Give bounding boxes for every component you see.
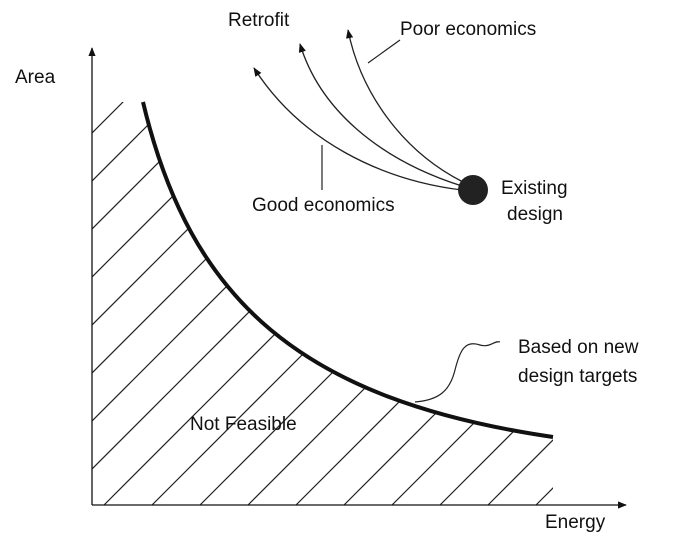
x-axis-label: Energy (545, 512, 606, 533)
hatch-line (92, 102, 429, 505)
hatch-line (92, 102, 381, 505)
label-targets: Based on new (518, 337, 639, 358)
hatch-line (151, 102, 553, 505)
hatch-line (103, 102, 525, 505)
hatch-line (92, 102, 189, 505)
hatch-line (391, 102, 553, 505)
hatch-line (632, 85, 673, 505)
hatch-line (92, 102, 285, 505)
label-good: Good economics (252, 195, 395, 216)
arrow-retrofit (298, 43, 463, 187)
arrow-poor (346, 29, 464, 183)
leader-targets (414, 341, 501, 403)
hatch-line (295, 102, 553, 505)
leader-poor (367, 39, 401, 64)
hatch-line (535, 102, 553, 505)
hatch-line (92, 102, 237, 505)
hatch-line (92, 102, 333, 505)
feasibility-curve (141, 101, 554, 439)
hatch-line (92, 102, 93, 505)
hatch-line (487, 102, 553, 505)
label-poor: Poor economics (400, 19, 536, 40)
hatch-line (584, 85, 673, 505)
hatch-line (343, 102, 553, 505)
label-targets: design targets (518, 366, 637, 387)
label-existing: Existing (501, 178, 568, 199)
hatch-line (247, 102, 553, 505)
hatch-line (92, 102, 477, 505)
existing-design-point (458, 175, 488, 205)
label-not-feasible: Not Feasible (190, 414, 297, 435)
hatch-line (439, 102, 553, 505)
label-retrofit: Retrofit (228, 10, 290, 31)
arrow-good (253, 67, 463, 191)
y-axis-label: Area (15, 67, 56, 88)
label-existing: design (507, 204, 563, 225)
hatch-line (199, 102, 553, 505)
